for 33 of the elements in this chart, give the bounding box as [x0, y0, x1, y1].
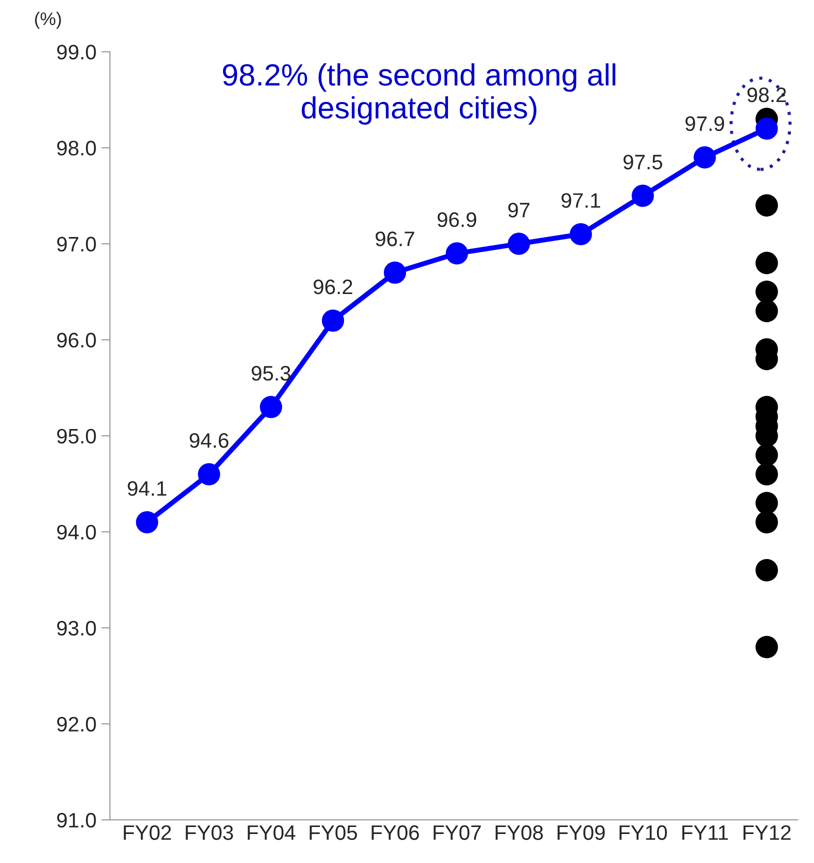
y-tick-label: 96.0	[57, 332, 96, 348]
x-tick-label: FY07	[434, 825, 481, 840]
y-tick-label: 92.0	[57, 716, 96, 732]
data-label: 94.1	[128, 481, 166, 496]
data-label: 97	[508, 202, 530, 218]
y-tick-label: 94.0	[57, 524, 96, 540]
data-label: 97.1	[562, 193, 600, 208]
x-tick-label: FY09	[558, 825, 605, 840]
y-tick-label: 91.0	[57, 812, 96, 828]
y-axis-title: (%)	[35, 12, 61, 29]
x-tick-label: FY03	[186, 825, 234, 840]
y-tick-label: 97.0	[57, 236, 96, 252]
x-tick-label: FY06	[372, 825, 419, 840]
data-label: 94.6	[190, 433, 228, 448]
x-tick-label: FY10	[620, 825, 667, 840]
x-tick-label: FY02	[124, 825, 171, 840]
data-label: 96.9	[438, 212, 476, 228]
x-tick-label: FY05	[310, 825, 357, 840]
annotation: 98.2% (the second among all designated cities)	[222, 63, 616, 125]
data-label: 98.2	[747, 87, 786, 102]
y-tick-label: 98.0	[57, 140, 96, 156]
x-tick-label: FY12	[744, 825, 791, 840]
x-tick-label: FY04	[248, 825, 296, 840]
data-label: 97.9	[685, 116, 724, 132]
data-label: 97.5	[624, 154, 662, 170]
x-tick-label: FY11	[682, 825, 728, 840]
data-label: 96.2	[314, 280, 352, 294]
y-tick-label: 95.0	[57, 428, 96, 444]
y-tick-label: 99.0	[57, 44, 96, 60]
data-label: 96.7	[376, 232, 414, 246]
y-tick-label: 93.0	[57, 620, 96, 636]
data-label: 95.3	[252, 366, 290, 381]
x-tick-label: FY08	[496, 825, 543, 840]
